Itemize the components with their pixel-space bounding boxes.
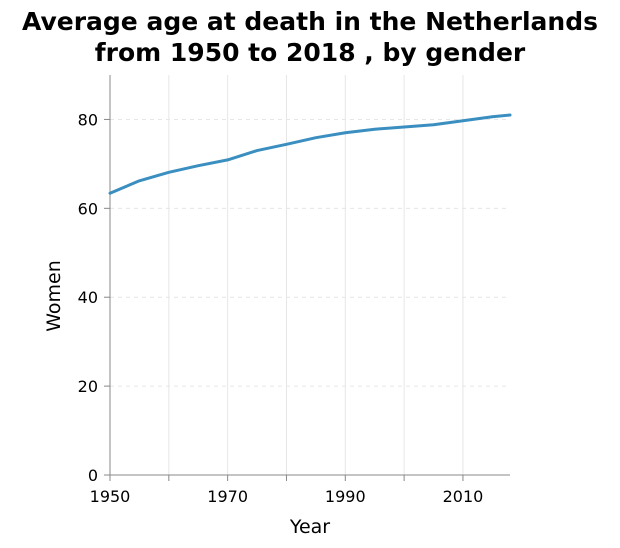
y-axis-title: Women <box>43 260 65 332</box>
x-tick-label: 1990 <box>325 487 366 506</box>
y-tick-label: 80 <box>78 110 98 129</box>
y-tick-label: 0 <box>88 466 98 485</box>
y-tick-label: 40 <box>78 288 98 307</box>
chart-title-line-1: Average age at death in the Netherlands <box>22 7 598 36</box>
x-tick-label: 2010 <box>443 487 484 506</box>
axes <box>104 75 510 481</box>
y-tick-label: 60 <box>78 199 98 218</box>
chart-title-line-2: from 1950 to 2018 , by gender <box>95 38 526 67</box>
series-layer <box>108 113 512 195</box>
tick-labels: 0 20 40 60 80 1950 1970 1990 2010 <box>78 110 484 506</box>
y-tick-label: 20 <box>78 377 98 396</box>
chart-title: Average age at death in the Netherlands … <box>22 7 598 67</box>
series-line <box>108 113 512 195</box>
x-axis-title: Year <box>289 516 330 538</box>
x-tick-label: 1970 <box>207 487 248 506</box>
grid <box>109 75 510 476</box>
x-tick-label: 1950 <box>90 487 131 506</box>
